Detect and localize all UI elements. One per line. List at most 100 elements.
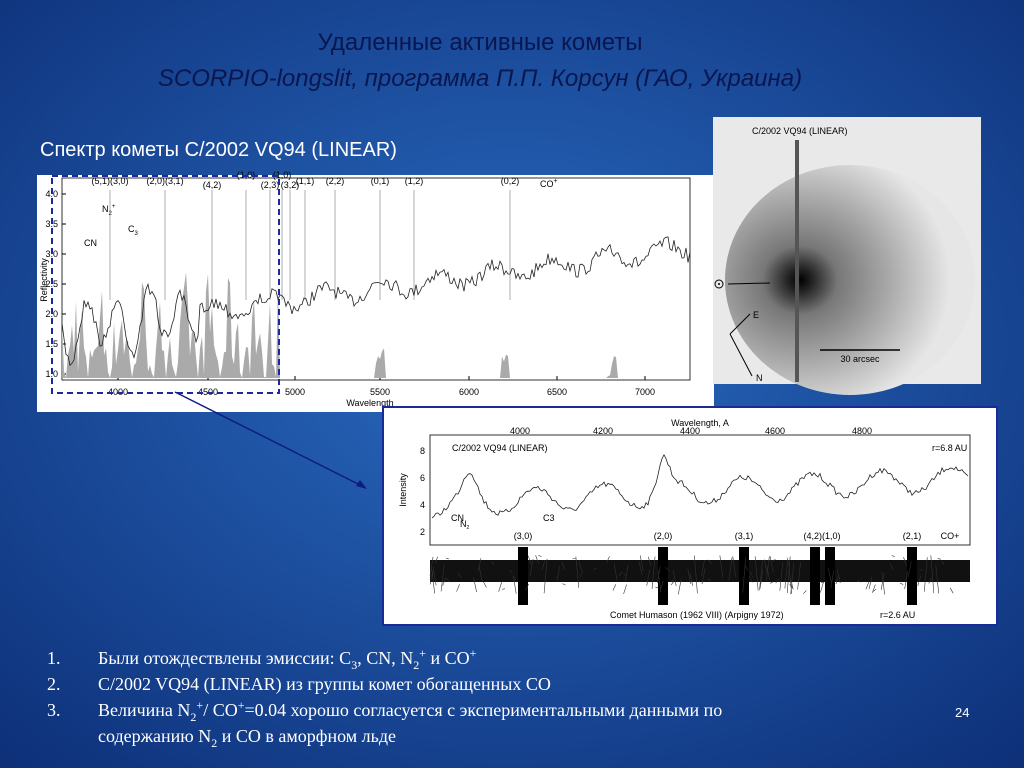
band-label: (2,3) (261, 180, 280, 190)
comet-image: C/2002 VQ94 (LINEAR) E N 30 arcsec (713, 117, 981, 395)
spectrogram-streak (949, 587, 954, 594)
spectrogram-streak (728, 557, 733, 580)
spectrogram-streak (769, 556, 774, 572)
inset-y-tick-label: 4 (420, 500, 425, 510)
spectrogram-streak (457, 572, 462, 579)
spectrogram-streak (623, 584, 627, 595)
spectrogram-streak (872, 588, 877, 592)
inset-title: C/2002 VQ94 (LINEAR) (452, 443, 548, 453)
inset-y-tick-label: 6 (420, 473, 425, 483)
spectrogram-streak (764, 559, 768, 576)
band-label: (2,2) (326, 176, 345, 186)
spectrogram-streak (923, 557, 928, 592)
spectrogram-streak (562, 583, 566, 586)
spectrogram-streak (512, 575, 517, 594)
spectrogram-streak (655, 586, 659, 589)
spectrogram-streak (790, 563, 795, 595)
spectrogram-streak (772, 559, 776, 561)
c3-label: C3 (128, 224, 139, 237)
inset-c3: C3 (543, 513, 555, 523)
spectrogram-streak (779, 562, 784, 591)
spectrogram-noise (430, 560, 970, 582)
list-number: 1. (47, 648, 61, 668)
spectrogram-streak (749, 571, 753, 578)
spectrogram-streak (651, 556, 656, 589)
spectrogram-streak (670, 580, 675, 585)
inset-spectrum (431, 453, 969, 519)
inset-cn: CN (451, 513, 464, 523)
band-label: (1,2) (405, 176, 424, 186)
spectrogram-streak (556, 566, 561, 581)
spectrogram-streak (525, 584, 529, 591)
spectrogram-streak (707, 578, 711, 581)
spectrogram-streak (754, 556, 759, 591)
arrow-head (356, 480, 367, 489)
co-label: CO+ (540, 178, 558, 189)
spectrogram-streak (701, 559, 705, 577)
spectrogram-streak (535, 555, 539, 564)
spectrogram-streak (900, 582, 904, 585)
spectrogram-streak (935, 564, 940, 594)
spectrogram-streak (672, 569, 677, 587)
band-label: (3,2) (281, 180, 300, 190)
spectrogram-streak (623, 573, 627, 577)
spectrogram-streak (833, 579, 838, 583)
band-label: (4,2) (203, 180, 222, 190)
spectrogram-streak (687, 569, 692, 584)
spectrogram-streak (857, 580, 861, 583)
spectrogram-streak (828, 568, 832, 583)
spectrogram-streak (646, 569, 651, 586)
spectrogram-streak (429, 570, 434, 585)
spectrogram-streak (766, 556, 770, 582)
north-arrow (729, 333, 753, 377)
spectrogram-streak (473, 577, 477, 593)
inset-x-label: Wavelength, A (671, 418, 729, 428)
spectrogram-streak (769, 581, 774, 584)
spectrogram-streak (498, 581, 502, 592)
band-label: (2,0)(3,1) (146, 176, 183, 186)
emission-profile (62, 272, 690, 378)
band-label: (1,1) (296, 176, 315, 186)
plot-frame (61, 177, 691, 381)
n2-label: N2+ (102, 204, 116, 217)
spectrogram-streak (501, 588, 505, 590)
list-number: 3. (47, 700, 61, 720)
subtitle: SCORPIO-longslit, программа П.П. Корсун … (158, 65, 802, 92)
sun-arrow (727, 282, 771, 285)
spectrogram-streak (456, 584, 460, 592)
spectrogram-streak (527, 555, 532, 565)
inset-band-label: (2,1) (903, 531, 922, 541)
spectrogram-streak (908, 561, 912, 578)
spectrogram-streak (529, 558, 534, 577)
inset-x-tick-label: 4600 (765, 426, 785, 436)
spectrum-figure: Wavelength Reflectivity CO+ N2+ C3 CN 1.… (37, 170, 714, 412)
cn-label: CN (84, 238, 97, 248)
spectrogram-streak (830, 570, 835, 589)
spectrogram-streak (732, 556, 737, 578)
band-label: (0,1) (371, 176, 390, 186)
spectrogram-streak (446, 577, 450, 583)
spectrogram-streak (613, 563, 618, 581)
spectrogram-streak (930, 555, 935, 594)
inset-x-tick-label: 4000 (510, 426, 530, 436)
spectrogram-streak (759, 560, 763, 590)
spectrogram-streak (429, 556, 434, 576)
east-arrow (729, 313, 751, 335)
inset-band-label: CO+ (941, 531, 960, 541)
inset-r1: r=6.8 AU (932, 443, 967, 453)
spectrogram-streak (868, 576, 873, 590)
spectrogram-streak (624, 564, 629, 582)
spectrogram-streak (442, 577, 446, 586)
spectrogram-streak (561, 561, 566, 570)
inset-y-label: Intensity (398, 473, 408, 507)
list-item: Были отождествлены эмиссии: C3, CN, N2+ … (98, 646, 477, 672)
spectrogram-streak (786, 556, 791, 594)
spectrogram-streak (541, 560, 546, 571)
inset-comparison: Comet Humason (1962 VIII) (Arpigny 1972) (610, 610, 784, 620)
x-label: Wavelength (346, 398, 393, 408)
spectrogram-streak (512, 575, 517, 581)
spectrogram-streak (432, 566, 437, 586)
spectrogram-band (658, 547, 668, 605)
list-item: Величина N2+/ CO+=0.04 хорошо согласуетс… (98, 698, 722, 724)
